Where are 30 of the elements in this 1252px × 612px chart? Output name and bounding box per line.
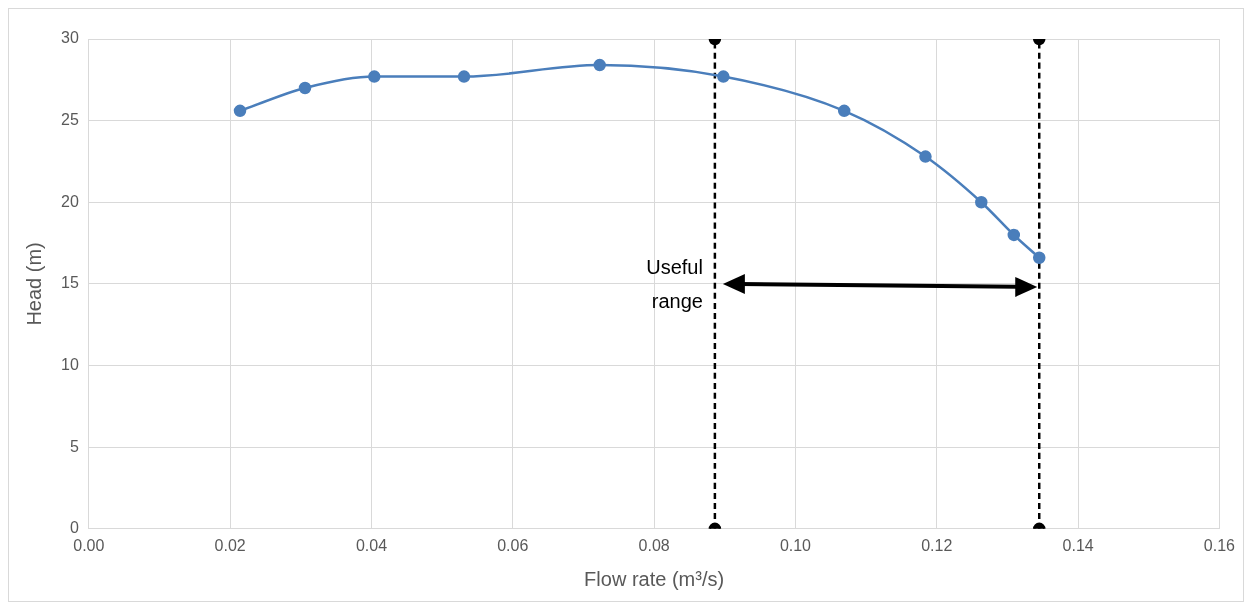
x-tick-label: 0.10 — [779, 536, 812, 554]
x-tick-label: 0.02 — [214, 536, 246, 554]
point — [919, 150, 932, 163]
point — [298, 81, 312, 95]
point — [368, 70, 381, 83]
point — [1032, 251, 1046, 265]
x-tick-label: 0.00 — [73, 536, 105, 554]
y-tick-label: 10 — [61, 355, 79, 373]
point — [1007, 228, 1021, 242]
point — [837, 104, 851, 118]
point — [233, 104, 247, 118]
y-tick-label: 15 — [61, 274, 79, 292]
x-tick-label: 0.08 — [638, 536, 670, 554]
x-tick-label: 0.06 — [497, 536, 529, 554]
annotation: Useful range — [646, 256, 703, 313]
x-tick-label: 0.04 — [355, 536, 388, 554]
y-tick-label: 0 — [69, 519, 79, 537]
point — [975, 196, 988, 209]
x-tick-label: 0.12 — [921, 536, 953, 554]
point — [593, 58, 606, 72]
y-tick-label: 30 — [61, 29, 79, 47]
x-tick-label: 0.16 — [1203, 536, 1236, 554]
y-tick-label: 5 — [69, 437, 79, 455]
x-tick-label: 0.14 — [1062, 536, 1094, 554]
y-tick-label: 20 — [61, 192, 79, 210]
y-axis-title: Head (m) — [22, 242, 45, 326]
y-tick-label: 25 — [61, 111, 79, 129]
point — [717, 70, 730, 83]
x-axis-title: Flow rate (m³/s) — [584, 567, 725, 590]
point — [457, 70, 471, 83]
